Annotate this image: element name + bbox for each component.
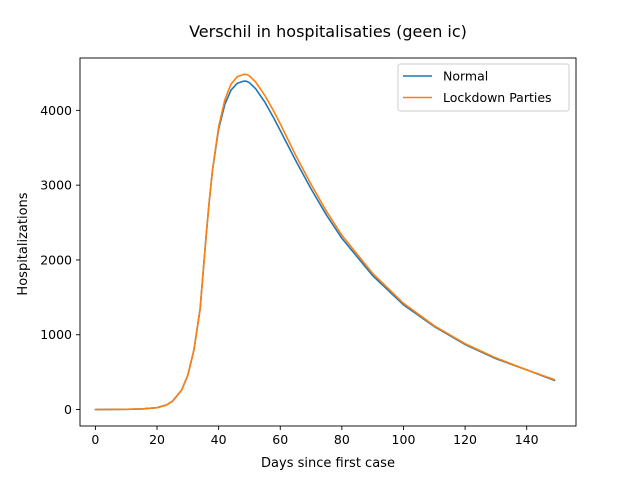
legend-label-0: Normal [443,69,488,84]
legend: Normal Lockdown Parties [397,63,570,112]
y-tick-label: 4000 [40,103,72,118]
series-line-1 [94,73,556,411]
x-tick-label: 120 [453,432,477,447]
x-tick-label: 20 [149,432,165,447]
x-tick-label: 0 [91,432,99,447]
axes-frame [79,57,577,427]
y-tick-label: 0 [64,402,72,417]
x-tick-label: 60 [272,432,288,447]
y-tick-label: 1000 [40,327,72,342]
chart-title: Verschil in hospitalisaties (geen ic) [189,22,467,41]
x-axis-label: Days since first case [261,456,395,471]
plot-area [80,58,576,426]
x-tick-label: 80 [334,432,350,447]
series-layer [94,73,556,411]
x-tick-label: 40 [211,432,227,447]
y-axis-label: Hospitalizations [16,192,31,295]
y-tick-label: 2000 [40,252,72,267]
y-tick-label: 3000 [40,178,72,193]
axes-layer: 0 20 40 60 80 100 120 140 0 1000 2000 3000 4000 [40,57,577,447]
x-tick-label: 140 [515,432,539,447]
plot-background [80,58,576,426]
legend-box [397,63,570,112]
legend-label-1: Lockdown Parties [443,90,552,105]
x-tick-label: 100 [392,432,416,447]
